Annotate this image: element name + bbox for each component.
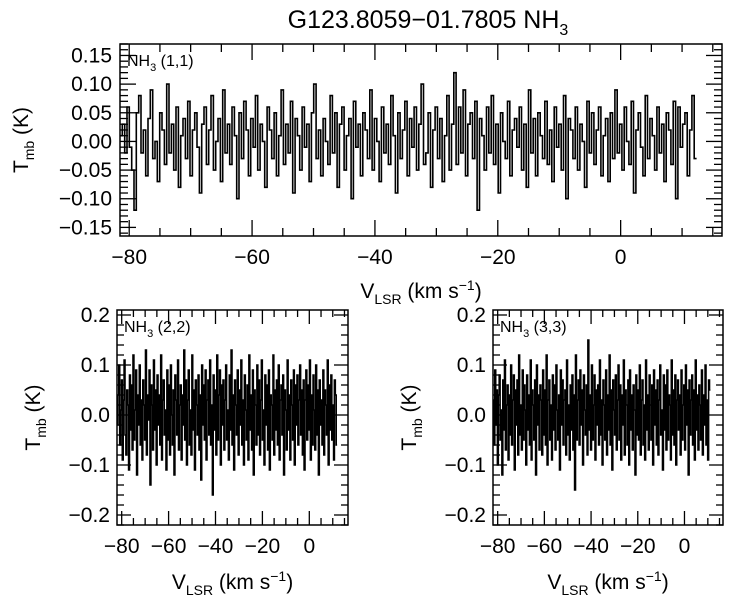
y-tick-label: −0.1 [69, 454, 110, 477]
line-label-main: NH [124, 319, 147, 336]
y-tick-label: 0.0 [457, 404, 486, 427]
plot-frame [116, 309, 349, 526]
x-axis-label-subscript: LSR [374, 291, 401, 307]
y-tick-label: 0.1 [457, 354, 486, 377]
x-axis-label-unit: (km s [589, 571, 646, 594]
line-label-subscript: 3 [150, 62, 156, 74]
x-axis-label-main: V [360, 280, 374, 303]
line-label: NH3 (3,3) [500, 319, 567, 340]
y-axis-label-main: T [10, 160, 33, 173]
x-axis-label-main: V [547, 571, 561, 594]
y-tick-label: 0.2 [457, 304, 486, 327]
spectrum-panel-1: −80 −60 −40 −20 0 −0.15 −0.10 −0.05 0.00 0.05 0.10… [10, 43, 723, 307]
x-axis-label-superscript: −1 [270, 568, 286, 584]
x-axis-label-close: ) [475, 280, 482, 303]
x-tick-label: 0 [679, 535, 691, 558]
x-axis-label-superscript: −1 [459, 277, 475, 293]
x-axis-label: VLSR (km s−1) [172, 568, 293, 598]
figure-title-main: G123.8059−01.7805 NH [288, 6, 560, 34]
y-tick-label: −0.2 [69, 504, 110, 527]
y-tick-label: −0.1 [445, 454, 486, 477]
y-tick-label: 0.1 [81, 354, 110, 377]
y-tick-label: 0.15 [71, 44, 112, 67]
x-tick-label: −40 [573, 535, 609, 558]
x-axis-label: VLSR (km s−1) [360, 277, 481, 307]
line-label-main: NH [500, 319, 523, 336]
x-tick-label: −40 [198, 535, 234, 558]
y-tick-label: −0.10 [59, 188, 112, 211]
x-tick-label: −20 [245, 535, 281, 558]
spectrum-trace [120, 71, 697, 211]
line-label-transition: (3,3) [529, 319, 566, 336]
plot-frame [492, 309, 724, 526]
x-tick-label: −80 [104, 535, 140, 558]
y-axis-label-unit: (K) [22, 384, 45, 418]
y-axis-label-unit: (K) [10, 107, 33, 141]
x-tick-label: −40 [357, 246, 393, 269]
spectrum-panel-3: −80 −60 −40 −20 0 −0.2 −0.1 0.0 0.1 0.2 NH3 (3,3) V… [398, 304, 724, 598]
y-tick-label: −0.05 [59, 159, 112, 182]
x-tick-label: −60 [151, 535, 187, 558]
y-axis-label-subscript: mb [33, 418, 49, 438]
y-axis-label-unit: (K) [398, 384, 421, 418]
x-tick-label: 0 [615, 246, 627, 269]
x-axis-label-close: ) [662, 571, 669, 594]
y-tick-label: 0.2 [81, 304, 110, 327]
x-axis-label-close: ) [286, 571, 293, 594]
figure-title: G123.8059−01.7805 NH3 [288, 6, 569, 39]
x-axis-label-main: V [172, 571, 186, 594]
figure-title-subscript: 3 [559, 22, 568, 39]
y-axis-label-main: T [398, 438, 421, 451]
y-axis-label-subscript: mb [409, 418, 425, 438]
x-axis-label-unit: (km s [402, 280, 459, 303]
line-label: NH3 (1,1) [127, 53, 194, 74]
y-tick-label: −0.2 [445, 504, 486, 527]
y-tick-label: −0.15 [59, 216, 112, 239]
line-label-transition: (1,1) [156, 53, 193, 70]
spectrum-panel-2: −80 −60 −40 −20 0 −0.2 −0.1 0.0 0.1 0.2 NH3 (2,2) V… [22, 304, 349, 598]
x-axis-label-subscript: LSR [561, 582, 588, 598]
line-label-transition: (2,2) [153, 319, 190, 336]
x-tick-label: 0 [303, 535, 315, 558]
line-label-subscript: 3 [147, 328, 153, 340]
x-axis-label: VLSR (km s−1) [547, 568, 668, 598]
y-axis-label: Tmb (K) [10, 107, 37, 173]
y-axis-label: Tmb (K) [398, 384, 425, 450]
x-tick-label: −60 [234, 246, 270, 269]
plot-frame [119, 43, 723, 237]
y-axis-label: Tmb (K) [22, 384, 49, 450]
line-label-main: NH [127, 53, 150, 70]
spectrum-trace [493, 339, 711, 491]
y-tick-label: 0.05 [71, 102, 112, 125]
y-tick-label: 0.10 [71, 73, 112, 96]
y-axis-label-main: T [22, 438, 45, 451]
x-tick-label: −80 [480, 535, 516, 558]
y-tick-label: 0.0 [81, 404, 110, 427]
x-tick-label: −20 [620, 535, 656, 558]
x-tick-label: −80 [111, 246, 147, 269]
x-axis-label-unit: (km s [213, 571, 270, 594]
x-axis-label-superscript: −1 [646, 568, 662, 584]
x-tick-label: −60 [527, 535, 563, 558]
line-label-subscript: 3 [523, 328, 529, 340]
spectrum-trace [117, 349, 338, 496]
x-axis-label-subscript: LSR [186, 582, 213, 598]
y-tick-label: 0.00 [71, 130, 112, 153]
y-axis-label-subscript: mb [21, 141, 37, 161]
line-label: NH3 (2,2) [124, 319, 191, 340]
x-tick-label: −20 [480, 246, 516, 269]
